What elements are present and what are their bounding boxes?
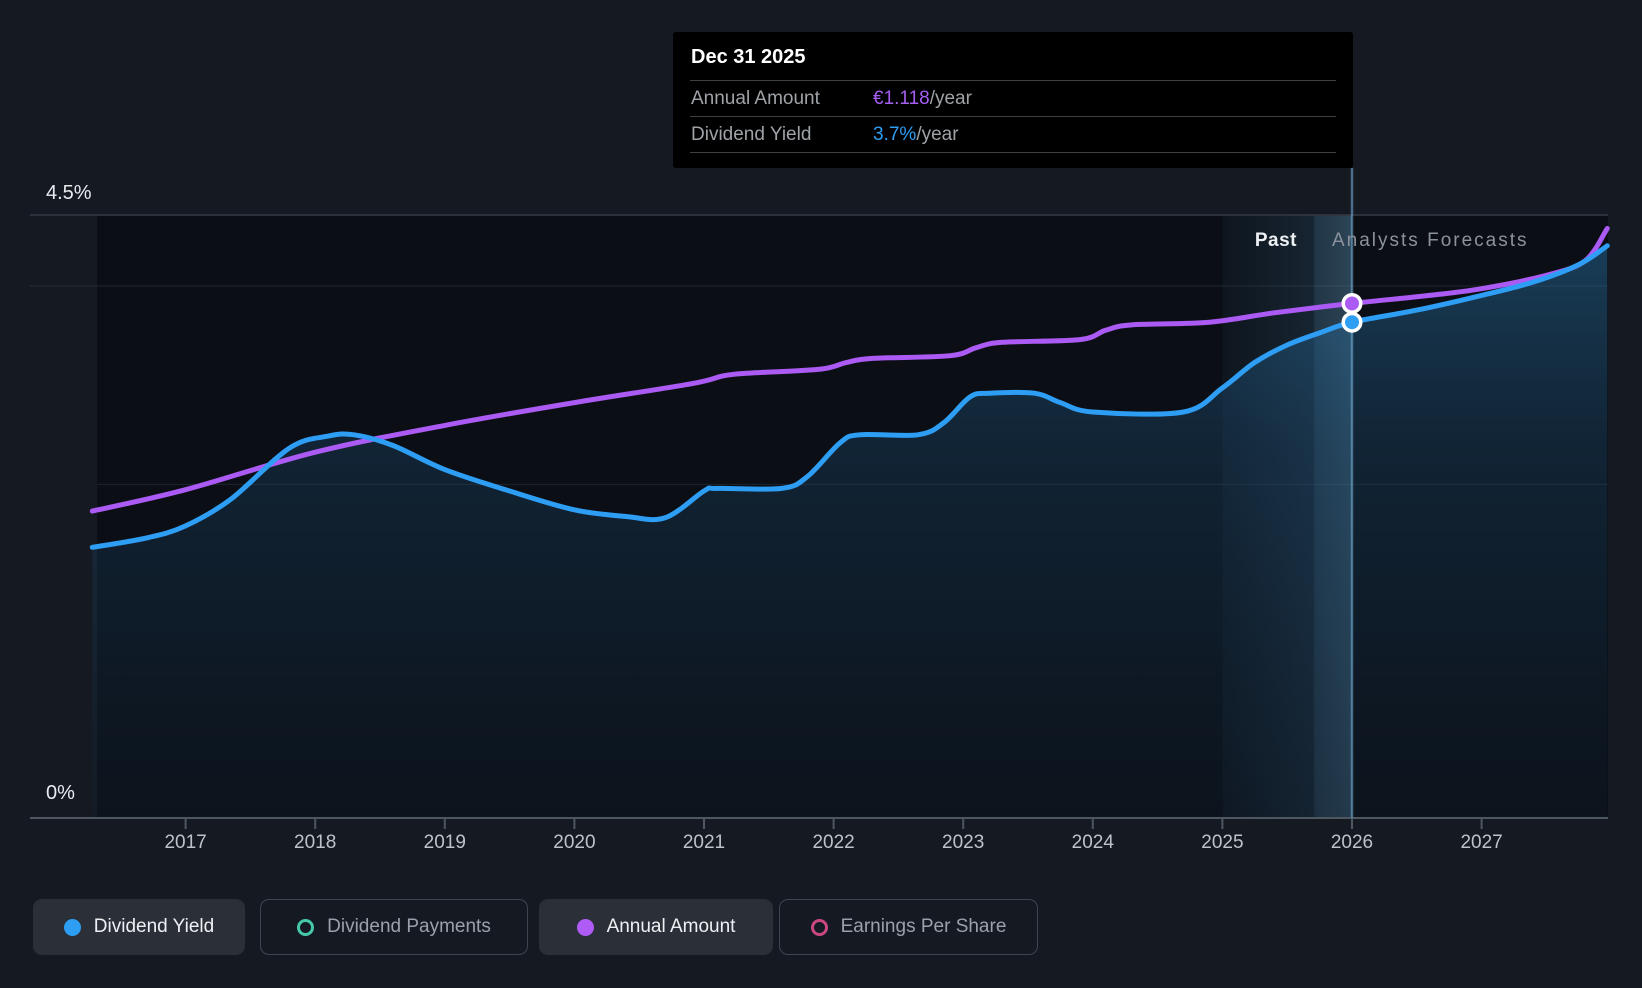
legend-toggle-earnings-per-share[interactable]: Earnings Per Share (779, 899, 1038, 955)
x-tick-label-2018: 2018 (294, 832, 337, 853)
annual-amount-hover-dot (1341, 292, 1363, 314)
dividend-payments-circle-icon (297, 918, 315, 936)
x-tick-label-2024: 2024 (1071, 832, 1114, 853)
legend-toggle-dividend-yield[interactable]: Dividend Yield (33, 899, 245, 955)
x-tick-label-2017: 2017 (164, 832, 207, 853)
dividend-yield-dot-icon (63, 918, 81, 936)
x-tick-label-2020: 2020 (553, 832, 596, 853)
dividend-yield-area-fill (92, 245, 1608, 819)
past-zone-label: Past (1254, 230, 1297, 251)
annual-amount-line (89, 225, 1610, 514)
x-tick-label-2021: 2021 (682, 832, 726, 853)
hover-tooltip: Dec 31 2025 Annual Amount €1.118/year Di… (673, 32, 1353, 168)
y-axis-label-bottom: 0% (46, 782, 75, 804)
legend-label: Dividend Yield (93, 916, 215, 937)
x-tick-label-2019: 2019 (423, 832, 466, 853)
legend-label: Dividend Payments (327, 916, 491, 937)
dividend-yield-hover-dot (1341, 311, 1363, 333)
tooltip-dividend-yield-value: 3.7% (873, 123, 917, 145)
y-axis-label-top: 4.5% (46, 182, 92, 204)
tooltip-date-title: Dec 31 2025 (691, 46, 806, 68)
x-tick-label-2022: 2022 (812, 832, 855, 853)
analysts-forecasts-zone-label: Analysts Forecasts (1332, 230, 1529, 251)
legend-toggle-annual-amount[interactable]: Annual Amount (539, 899, 773, 955)
legend-label: Earnings Per Share (840, 916, 1007, 937)
tooltip-annual-amount-value: €1.118 (873, 87, 930, 109)
tooltip-row-annual-amount: Annual Amount €1.118/year (690, 80, 1336, 116)
tooltip-divider (690, 152, 1336, 153)
annual-amount-dot-icon (576, 918, 594, 936)
tooltip-dividend-yield-suffix: /year (916, 123, 959, 145)
x-tick-label-2026: 2026 (1330, 832, 1374, 853)
x-tick-label-2023: 2023 (942, 832, 985, 853)
x-tick-label-2027: 2027 (1460, 832, 1503, 853)
tooltip-annual-amount-suffix: /year (929, 87, 972, 109)
dividend-yield-line (89, 243, 1610, 550)
legend-label: Annual Amount (606, 916, 736, 937)
earnings-per-share-circle-icon (810, 918, 828, 936)
tooltip-dividend-yield-label: Dividend Yield (691, 123, 812, 145)
legend-toggle-dividend-payments[interactable]: Dividend Payments (260, 899, 528, 955)
tooltip-row-dividend-yield: Dividend Yield 3.7%/year (690, 116, 1336, 152)
tooltip-annual-amount-label: Annual Amount (691, 87, 820, 109)
x-tick-label-2025: 2025 (1201, 832, 1244, 853)
